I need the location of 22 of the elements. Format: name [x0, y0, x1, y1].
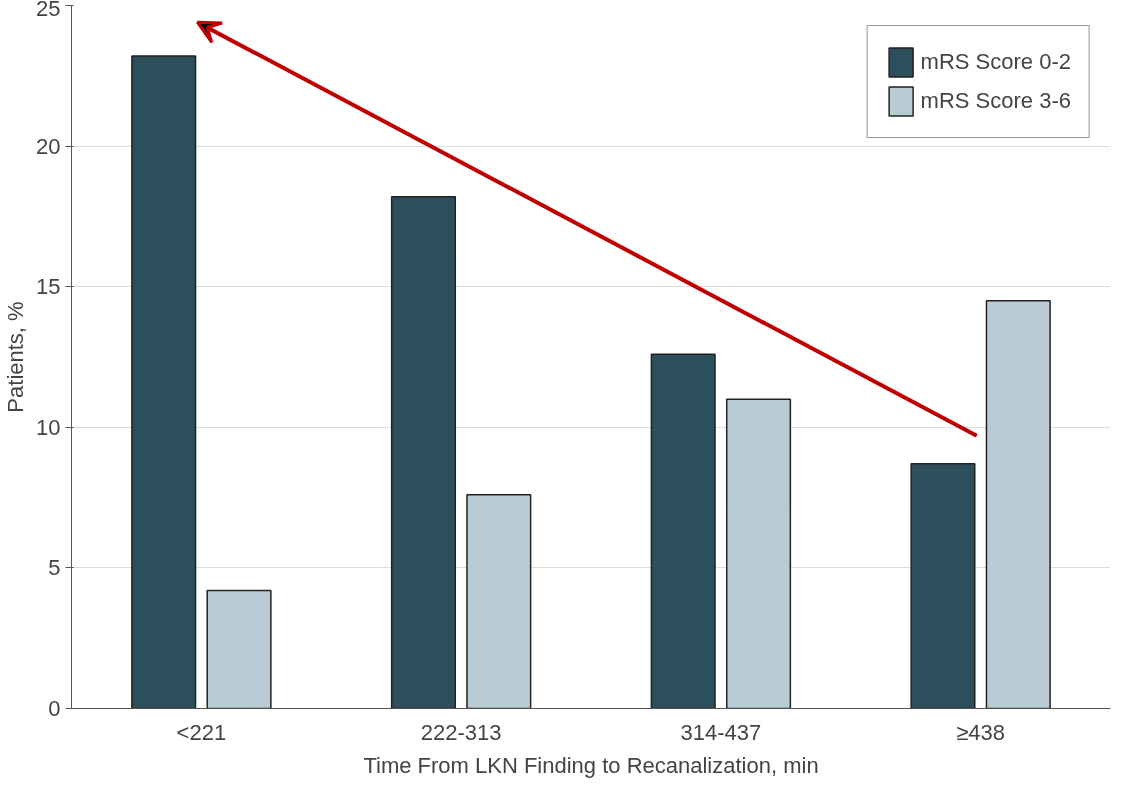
- bar: [910, 463, 976, 709]
- y-tick-label: 5: [48, 555, 61, 581]
- y-tick-label: 20: [36, 133, 61, 159]
- bar: [390, 195, 457, 709]
- y-tick-label: 15: [36, 274, 61, 300]
- bar: [725, 398, 792, 709]
- x-tick-label: <221: [176, 719, 227, 745]
- x-tick-label: 314-437: [680, 719, 762, 745]
- bar: [131, 55, 197, 709]
- legend-label: mRS Score 0-2: [920, 49, 1071, 75]
- bar: [466, 494, 532, 709]
- bar: [985, 300, 1051, 709]
- x-axis-title: Time From LKN Finding to Recanalization, min: [363, 752, 819, 778]
- bar: [206, 589, 272, 709]
- y-axis-title: Patients, %: [3, 301, 29, 413]
- x-tick-label: 222-313: [420, 719, 502, 745]
- y-tick-label: 0: [48, 696, 61, 721]
- bar: [650, 353, 716, 709]
- legend-label: mRS Score 3-6: [920, 88, 1071, 114]
- y-tick-label: 25: [36, 0, 61, 21]
- y-tick-label: 10: [36, 414, 61, 440]
- x-tick-label: ≥438: [956, 719, 1006, 745]
